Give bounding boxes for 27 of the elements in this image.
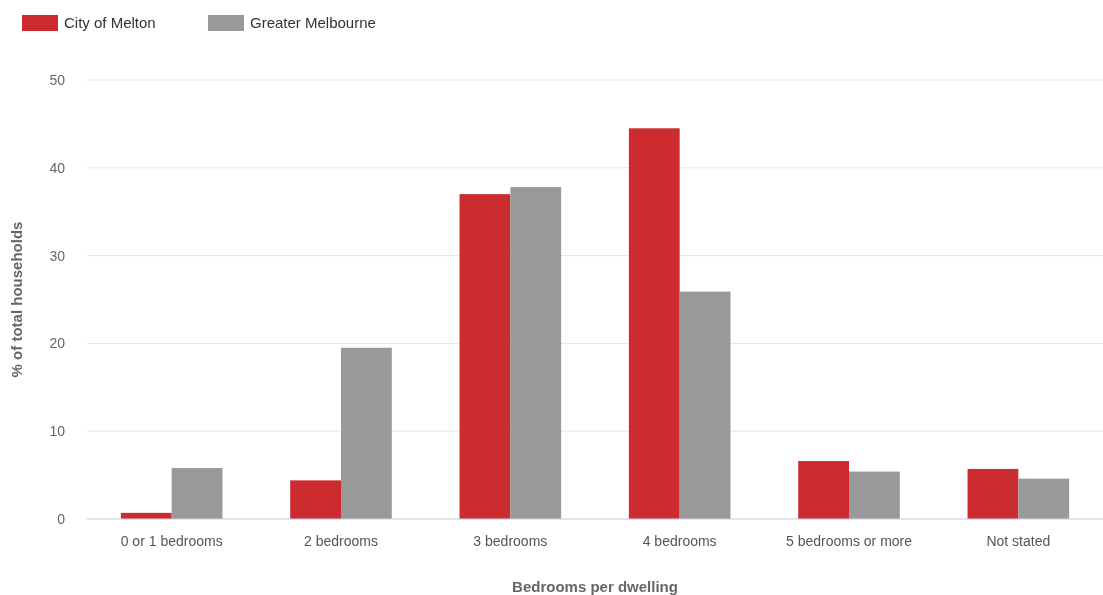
bar: [510, 187, 562, 519]
bar: [628, 128, 680, 519]
bar: [798, 461, 849, 519]
y-tick-label: 40: [49, 159, 66, 176]
x-tick-label: 2 bedrooms: [304, 533, 378, 549]
bar: [967, 468, 1019, 519]
bar: [341, 347, 392, 519]
bar: [1018, 478, 1070, 519]
x-tick-label: Not stated: [986, 533, 1051, 549]
bar: [171, 468, 223, 519]
y-tick-label: 10: [49, 423, 66, 440]
legend-label: City of Melton: [64, 14, 156, 32]
y-tick-label: 0: [57, 510, 66, 527]
x-tick-label: 3 bedrooms: [473, 533, 548, 549]
x-tick-label: 4 bedrooms: [642, 533, 717, 549]
x-axis-title: Bedrooms per dwelling: [512, 578, 678, 595]
bar: [459, 194, 511, 519]
legend-label: Greater Melbourne: [250, 14, 376, 32]
x-tick-label: 0 or 1 bedrooms: [120, 533, 223, 549]
y-tick-label: 30: [49, 247, 66, 264]
y-tick-label: 20: [49, 335, 66, 352]
bar: [290, 480, 341, 519]
y-axis-title: % of total households: [8, 221, 25, 378]
bar: [679, 291, 731, 519]
x-tick-label: 5 bedrooms or more: [785, 533, 913, 549]
y-tick-label: 50: [49, 71, 66, 88]
bar: [849, 471, 900, 519]
